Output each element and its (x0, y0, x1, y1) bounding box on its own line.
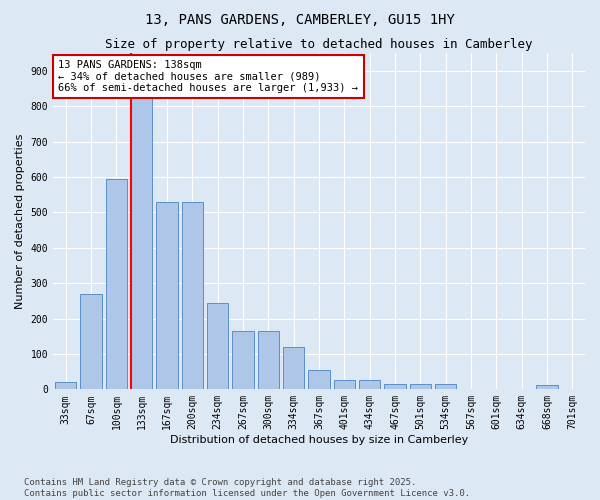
Bar (131, 92, 152, 390)
Bar (55, 382, 76, 390)
Y-axis label: Number of detached properties: Number of detached properties (15, 134, 25, 309)
Title: Size of property relative to detached houses in Camberley: Size of property relative to detached ho… (105, 38, 533, 51)
Bar (106, 178, 127, 390)
X-axis label: Distribution of detached houses by size in Camberley: Distribution of detached houses by size … (170, 435, 468, 445)
Bar (156, 202, 178, 390)
Bar (410, 384, 431, 390)
Bar (308, 370, 330, 390)
Bar (182, 202, 203, 390)
Bar (257, 331, 279, 390)
Bar (536, 385, 558, 390)
Text: 13 PANS GARDENS: 138sqm
← 34% of detached houses are smaller (989)
66% of semi-d: 13 PANS GARDENS: 138sqm ← 34% of detache… (58, 60, 358, 93)
Bar (334, 380, 355, 390)
Bar (80, 294, 102, 390)
Text: Contains HM Land Registry data © Crown copyright and database right 2025.
Contai: Contains HM Land Registry data © Crown c… (24, 478, 470, 498)
Bar (435, 384, 457, 390)
Bar (207, 302, 229, 390)
Text: 13, PANS GARDENS, CAMBERLEY, GU15 1HY: 13, PANS GARDENS, CAMBERLEY, GU15 1HY (145, 12, 455, 26)
Bar (359, 380, 380, 390)
Bar (283, 347, 304, 390)
Bar (232, 331, 254, 390)
Bar (384, 384, 406, 390)
